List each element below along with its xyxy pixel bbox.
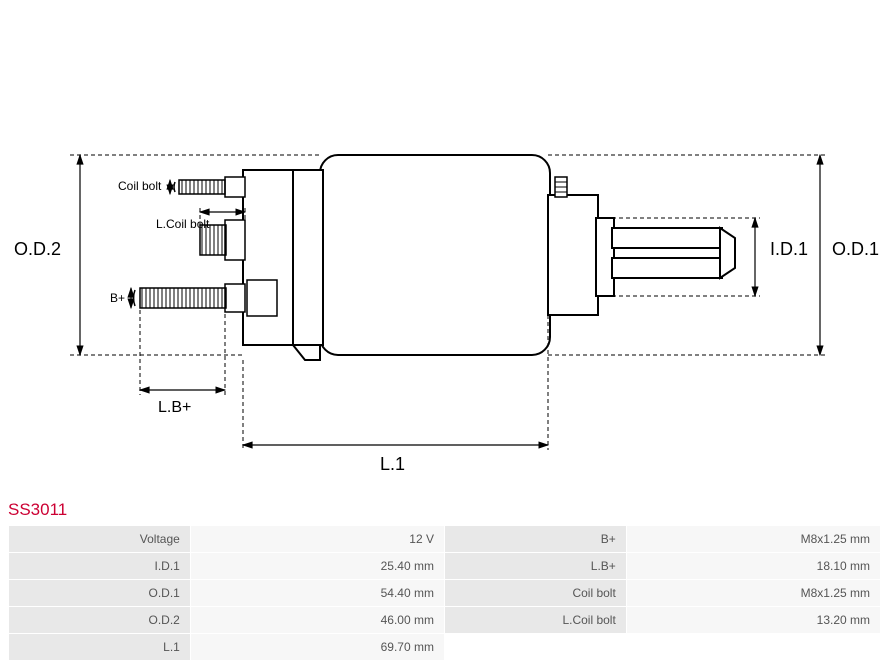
spec-value: 69.70 mm: [191, 634, 444, 660]
label-coil-bolt: Coil bolt: [118, 179, 162, 193]
page-container: O.D.2 O.D.1 I.D.1 L.1 L.B+ B+ Coil bolt …: [0, 0, 889, 662]
table-row: L.1 69.70 mm: [9, 634, 880, 660]
label-l-coil-bolt: L.Coil bolt: [156, 217, 210, 231]
coil-bolt-drawing: [174, 177, 245, 197]
solenoid-diagram-svg: O.D.2 O.D.1 I.D.1 L.1 L.B+ B+ Coil bolt …: [0, 0, 889, 490]
spec-label: O.D.2: [9, 607, 190, 633]
specs-table: Voltage 12 V B+ M8x1.25 mm I.D.1 25.40 m…: [8, 525, 881, 661]
label-od2: O.D.2: [14, 239, 61, 259]
spec-value: 25.40 mm: [191, 553, 444, 579]
spec-label: I.D.1: [9, 553, 190, 579]
spec-value: 46.00 mm: [191, 607, 444, 633]
table-row: O.D.2 46.00 mm L.Coil bolt 13.20 mm: [9, 607, 880, 633]
spec-value: M8x1.25 mm: [627, 580, 880, 606]
spec-label: B+: [445, 526, 626, 552]
table-row: I.D.1 25.40 mm L.B+ 18.10 mm: [9, 553, 880, 579]
label-lb-plus: L.B+: [158, 399, 191, 416]
spec-value: 54.40 mm: [191, 580, 444, 606]
spec-label: L.B+: [445, 553, 626, 579]
label-od1: O.D.1: [832, 239, 879, 259]
solenoid-body: [243, 155, 735, 360]
spec-label: Coil bolt: [445, 580, 626, 606]
table-row: Voltage 12 V B+ M8x1.25 mm: [9, 526, 880, 552]
spec-value: 12 V: [191, 526, 444, 552]
spec-value: 13.20 mm: [627, 607, 880, 633]
label-id1: I.D.1: [770, 239, 808, 259]
spec-value: M8x1.25 mm: [627, 526, 880, 552]
label-b-plus: B+: [110, 291, 125, 305]
spec-label-empty: [445, 634, 626, 660]
spec-label: L.1: [9, 634, 190, 660]
spec-value: 18.10 mm: [627, 553, 880, 579]
spec-label: L.Coil bolt: [445, 607, 626, 633]
spec-label: O.D.1: [9, 580, 190, 606]
part-number: SS3011: [8, 500, 67, 520]
technical-diagram: O.D.2 O.D.1 I.D.1 L.1 L.B+ B+ Coil bolt …: [0, 0, 889, 490]
spec-label: Voltage: [9, 526, 190, 552]
table-row: O.D.1 54.40 mm Coil bolt M8x1.25 mm: [9, 580, 880, 606]
spec-value-empty: [627, 634, 880, 660]
label-l1: L.1: [380, 454, 405, 474]
b-plus-bolt-drawing: [134, 280, 278, 316]
